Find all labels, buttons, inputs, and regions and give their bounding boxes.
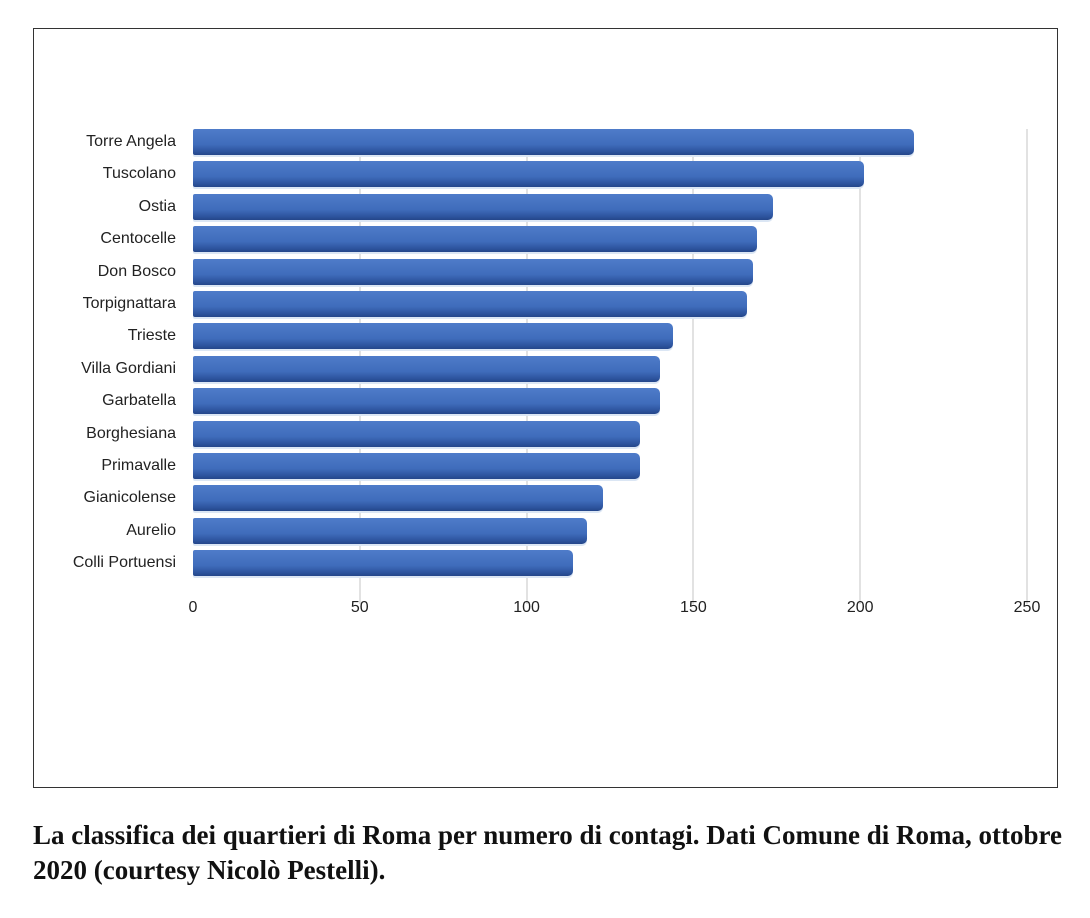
bar-row: Gianicolense — [34, 485, 1057, 517]
gridline — [692, 129, 695, 604]
category-label: Ostia — [138, 197, 176, 215]
bar — [193, 226, 757, 253]
bar-row: Centocelle — [34, 226, 1057, 258]
category-label: Tuscolano — [102, 165, 176, 183]
category-label: Gianicolense — [83, 489, 177, 507]
category-label: Torre Angela — [86, 133, 176, 150]
figure-caption: La classifica dei quartieri di Roma per … — [33, 820, 1062, 885]
category-label: Torpignattara — [82, 295, 176, 312]
bar — [193, 193, 774, 220]
x-axis-tick-label: 250 — [1013, 599, 1041, 616]
bar — [193, 388, 661, 415]
bar-row: Tuscolano — [34, 161, 1057, 193]
bar-row: Torre Angela — [34, 129, 1057, 161]
category-label: Trieste — [127, 327, 176, 345]
category-label: Primavalle — [101, 457, 176, 474]
category-label: Borghesiana — [86, 424, 176, 442]
bar — [193, 258, 754, 285]
x-axis-tick-label: 0 — [188, 599, 198, 616]
bar — [193, 291, 747, 317]
bar-row: Don Bosco — [34, 258, 1057, 291]
bar — [193, 485, 604, 512]
bar — [193, 323, 674, 350]
category-label: Villa Gordiani — [81, 359, 176, 377]
x-axis-tick-label: 150 — [680, 599, 707, 616]
bar-row: Aurelio — [34, 517, 1057, 550]
bar — [193, 517, 587, 544]
bar — [193, 355, 661, 382]
bar-row: Villa Gordiani — [34, 355, 1057, 388]
bar-row: Torpignattara — [34, 291, 1057, 323]
bar-row: Trieste — [34, 323, 1057, 355]
category-label: Garbatella — [102, 392, 176, 410]
category-label: Aurelio — [126, 521, 176, 539]
bar — [193, 420, 641, 447]
category-label: Centocelle — [100, 230, 176, 248]
bar — [193, 550, 574, 577]
bar — [193, 453, 641, 479]
bar-chart-plot: 0 50 100 150 200 250 Torre Angela Tuscolano Osti… — [34, 29, 1057, 787]
bar-row: Colli Portuensi — [34, 550, 1057, 582]
bar-row: Ostia — [34, 193, 1057, 226]
category-label: Colli Portuensi — [72, 554, 176, 572]
gridline — [1026, 129, 1028, 604]
gridline — [859, 129, 862, 604]
bar-row: Primavalle — [34, 453, 1057, 485]
x-axis-tick-label: 200 — [846, 599, 874, 616]
bar — [193, 161, 864, 188]
x-axis-tick-label: 50 — [350, 599, 369, 616]
x-axis-tick-label: 100 — [513, 599, 540, 616]
bar-row: Borghesiana — [34, 420, 1057, 453]
chart-frame: 0 50 100 150 200 250 Torre Angela Tuscolano Osti… — [33, 28, 1058, 788]
bar — [193, 129, 914, 155]
bar-row: Garbatella — [34, 388, 1057, 420]
category-label: Don Bosco — [97, 262, 176, 280]
